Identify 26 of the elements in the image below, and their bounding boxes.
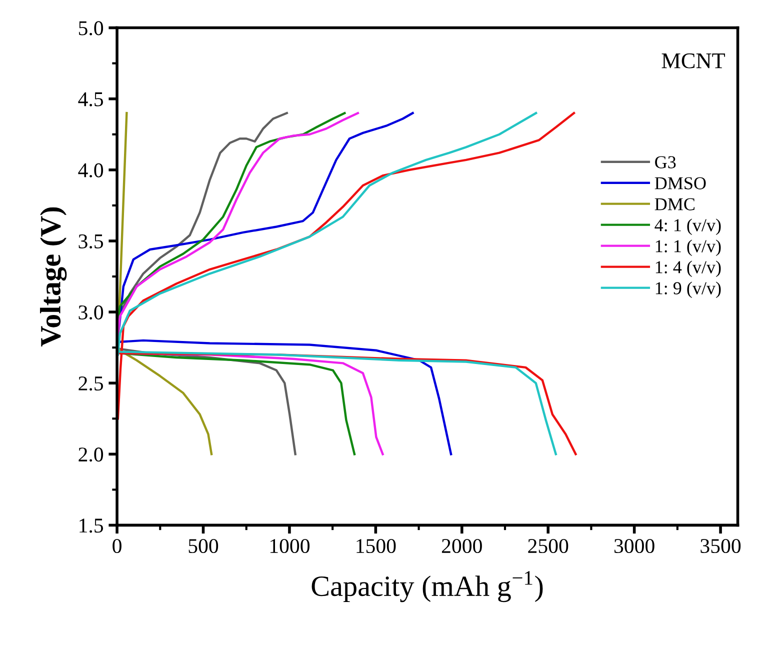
y-tick-label: 2.0 [78,448,104,462]
legend-label: G3 [655,156,676,168]
x-axis-title: Capacity (mAh g$^{−1}$) [312,571,543,602]
y-tick-label: 1.5 [80,518,104,533]
x-tick-label: 3000 [614,538,654,554]
y-tick-label: 4.5 [78,92,104,106]
legend-label: 4: 1 (v/v) [654,218,721,235]
legend-label: 1: 1 (v/v) [656,240,721,256]
legend-label: 1: 9 (v/v) [656,282,721,298]
x-tick-label: 3500 [700,538,741,554]
x-tick-label: 2000 [442,538,482,554]
legend-label: 1: 4 (v/v) [656,260,721,277]
y-tick-label: 4.0 [78,163,104,178]
legend-label: DMSO [654,177,706,190]
y-axis-title: Voltage (V) [40,207,67,347]
annotation: MCNT [662,53,725,68]
x-tick-label: 500 [188,538,218,554]
x-tick-label: 0 [112,538,122,554]
y-tick-label: 3.5 [78,234,104,248]
x-tick-label: 1500 [356,538,396,554]
legend-label: DMC [654,198,694,210]
y-tick-label: 3.0 [78,305,104,320]
y-tick-label: 5.0 [79,21,104,36]
y-tick-label: 2.5 [78,376,104,391]
x-tick-label: 1000 [270,538,310,554]
x-tick-label: 2500 [528,538,568,554]
